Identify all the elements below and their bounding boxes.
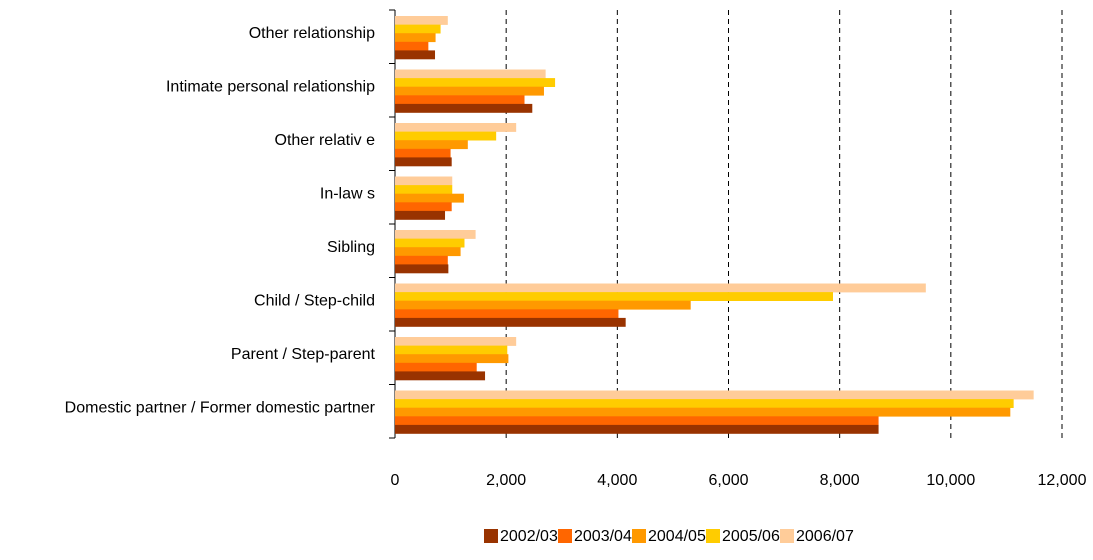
bar [395, 69, 546, 79]
bar [395, 300, 691, 310]
x-tick-labels: 0 2,000 4,000 6,000 8,000 10,000 12,000 [391, 472, 1087, 489]
bar [395, 247, 461, 257]
x-tick-label: 0 [391, 472, 400, 489]
bar [395, 371, 486, 381]
bar [395, 362, 477, 372]
legend-label: 2002/03 [500, 528, 558, 545]
bar [395, 345, 508, 355]
legend-swatch [484, 529, 498, 543]
legend: 2002/03 2003/04 2004/05 2005/06 2006/07 [484, 528, 854, 545]
legend-item: 2006/07 [780, 528, 854, 545]
x-tick-label: 2,000 [486, 472, 526, 489]
bar [395, 148, 451, 158]
bar [395, 157, 452, 167]
bar [395, 390, 1034, 400]
bar [395, 230, 476, 239]
y-axis [389, 9, 396, 439]
bar [395, 78, 556, 87]
bar [395, 131, 497, 141]
gridlines [505, 10, 1063, 438]
bar [395, 123, 517, 132]
bar [395, 210, 446, 220]
category-labels: Other relationship Intimate personal rela… [65, 25, 376, 417]
bar [395, 95, 525, 105]
bar [395, 41, 429, 51]
bar [395, 407, 1011, 417]
category-label: In-law s [320, 185, 375, 202]
category-label: Sibling [327, 239, 375, 256]
category-label: Domestic partner / Former domestic partn… [65, 399, 376, 416]
legend-swatch [632, 529, 646, 543]
bar [395, 399, 1014, 408]
bar [395, 292, 833, 301]
bar [395, 33, 436, 43]
bar [395, 317, 626, 327]
legend-label: 2004/05 [648, 528, 706, 545]
bar [395, 185, 453, 194]
bar [395, 309, 619, 319]
legend-label: 2003/04 [574, 528, 632, 545]
x-tick-label: 4,000 [597, 472, 637, 489]
bar [395, 424, 879, 434]
bar [395, 416, 879, 426]
bars [395, 16, 1034, 434]
bar [395, 193, 464, 203]
category-label: Other relationship [249, 25, 375, 42]
legend-swatch [558, 529, 572, 543]
bar [395, 176, 453, 186]
bar [395, 283, 926, 293]
bar [395, 50, 436, 60]
legend-label: 2006/07 [796, 528, 854, 545]
legend-item: 2003/04 [558, 528, 632, 545]
legend-swatch [706, 529, 720, 543]
category-label: Child / Step-child [254, 292, 375, 309]
bar [395, 103, 533, 113]
category-label: Intimate personal relationship [166, 78, 375, 95]
bar [395, 140, 468, 150]
legend-item: 2002/03 [484, 528, 558, 545]
legend-label: 2005/06 [722, 528, 780, 545]
bar [395, 255, 448, 265]
category-label: Parent / Step-parent [231, 346, 376, 363]
bar [395, 337, 517, 346]
legend-item: 2005/06 [706, 528, 780, 545]
bar [395, 24, 441, 34]
bar [395, 16, 448, 25]
x-tick-label: 6,000 [708, 472, 748, 489]
bar [395, 264, 449, 274]
category-label: Other relativ e [275, 132, 376, 149]
x-tick-label: 8,000 [820, 472, 860, 489]
legend-item: 2004/05 [632, 528, 706, 545]
bar [395, 238, 465, 248]
legend-swatch [780, 529, 794, 543]
bar [395, 202, 452, 212]
bar [395, 354, 509, 364]
x-tick-label: 10,000 [926, 472, 975, 489]
bar [395, 86, 544, 96]
x-tick-label: 12,000 [1038, 472, 1087, 489]
